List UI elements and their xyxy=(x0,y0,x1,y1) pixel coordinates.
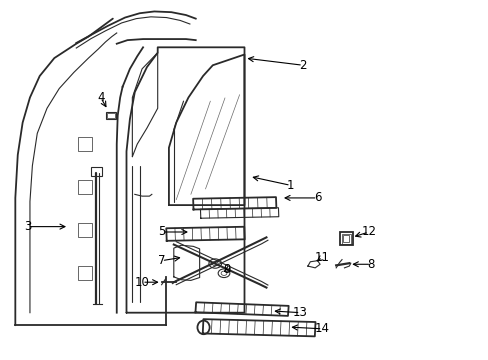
Text: 2: 2 xyxy=(299,59,306,72)
Bar xyxy=(78,223,92,237)
Bar xyxy=(107,113,115,118)
Text: 10: 10 xyxy=(134,276,149,289)
Bar xyxy=(78,266,92,280)
Text: 14: 14 xyxy=(314,322,329,335)
Text: 4: 4 xyxy=(97,91,104,104)
Text: 8: 8 xyxy=(367,258,374,271)
Text: 13: 13 xyxy=(292,306,307,319)
Text: 1: 1 xyxy=(286,179,294,192)
Bar xyxy=(341,234,350,244)
Text: 11: 11 xyxy=(314,251,329,264)
Text: 7: 7 xyxy=(158,254,165,267)
Text: 12: 12 xyxy=(361,225,376,238)
Text: 5: 5 xyxy=(158,225,165,238)
Bar xyxy=(78,137,92,151)
Bar xyxy=(105,112,116,119)
Bar xyxy=(91,167,102,176)
Text: 3: 3 xyxy=(24,220,31,233)
Text: 6: 6 xyxy=(313,192,321,204)
Text: 9: 9 xyxy=(223,263,231,276)
Bar xyxy=(343,235,348,242)
Bar xyxy=(78,180,92,194)
Bar xyxy=(339,232,352,245)
